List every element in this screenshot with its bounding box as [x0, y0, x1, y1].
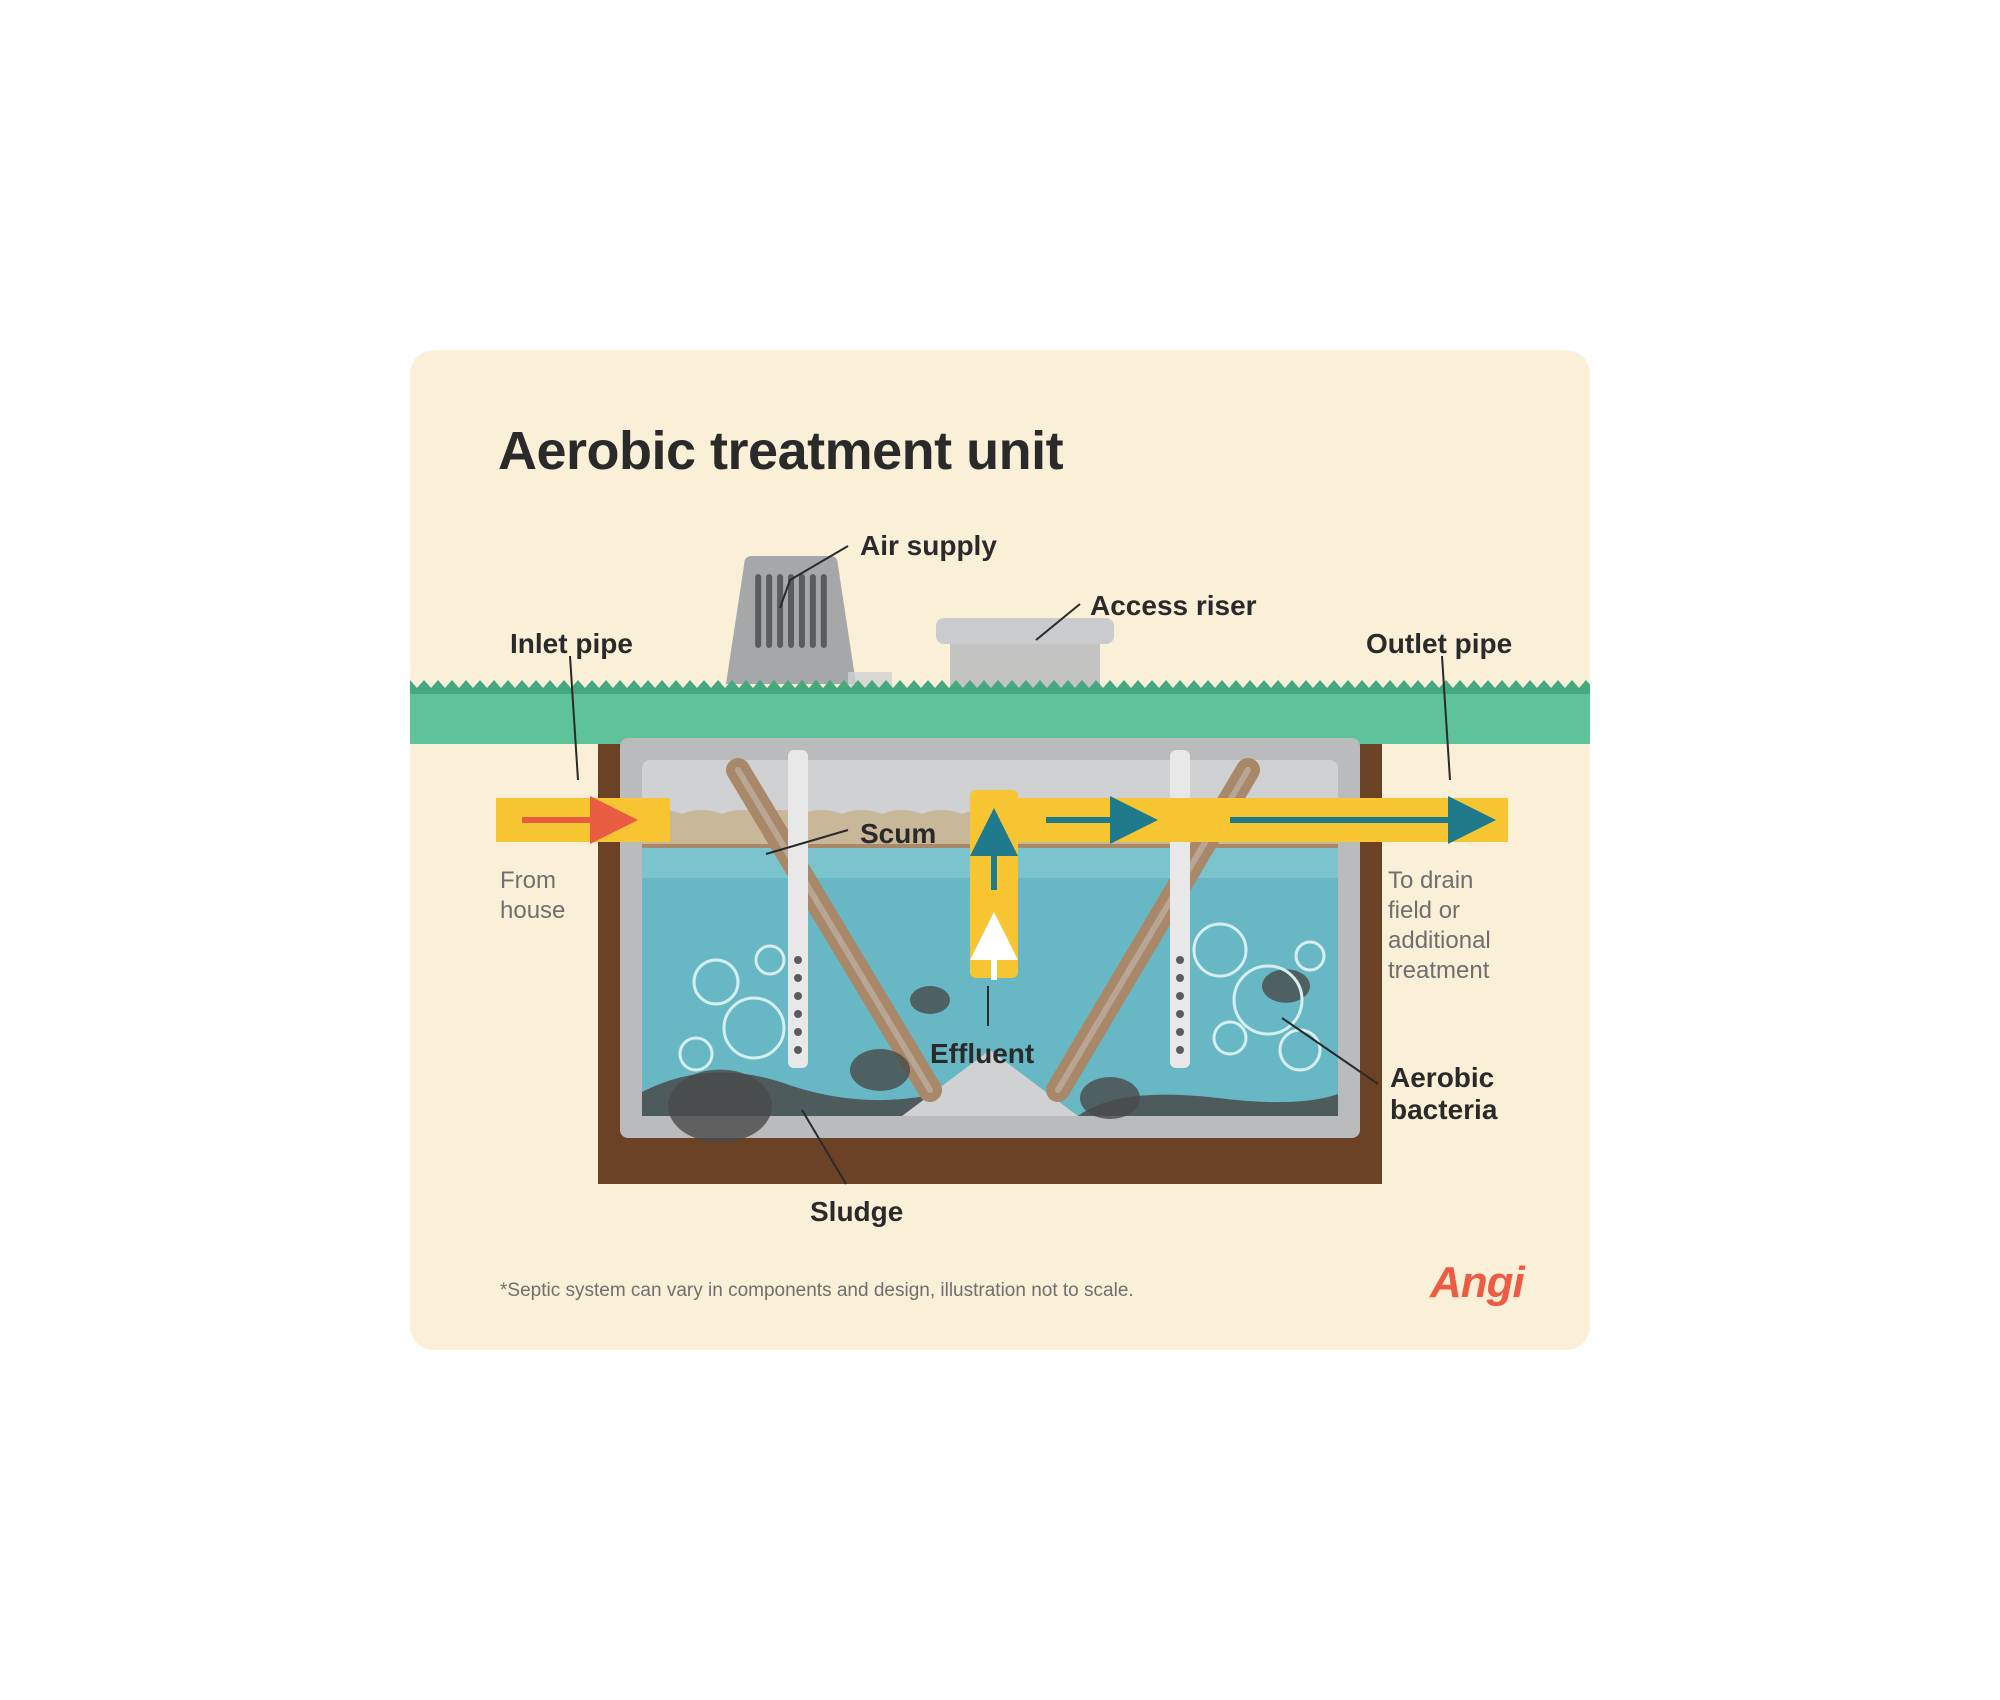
label-sludge: Sludge — [810, 1196, 903, 1228]
sublabel-to-drain: To drainfield oradditionaltreatment — [1388, 866, 1491, 986]
aerator-tube — [788, 750, 808, 1068]
footnote: *Septic system can vary in components an… — [500, 1280, 1134, 1302]
brand-logo: Angi — [1430, 1258, 1524, 1308]
sludge-blob — [910, 986, 950, 1014]
sludge-blob — [850, 1049, 910, 1091]
page-title: Aerobic treatment unit — [498, 420, 1063, 482]
label-scum: Scum — [860, 818, 936, 850]
sludge-blob — [668, 1070, 772, 1143]
aerator-tube — [1170, 750, 1190, 1068]
sublabel-from-house: Fromhouse — [500, 866, 565, 926]
label-effluent: Effluent — [930, 1038, 1034, 1070]
label-access-riser: Access riser — [1090, 590, 1257, 622]
grass — [410, 688, 1590, 744]
label-inlet-pipe: Inlet pipe — [510, 628, 633, 660]
label-outlet-pipe: Outlet pipe — [1366, 628, 1512, 660]
infographic-card: Aerobic treatment unit Air supply Access… — [410, 350, 1590, 1350]
sludge-blob — [1080, 1077, 1140, 1119]
diagram-svg — [410, 350, 1590, 1350]
label-aerobic-bacteria: Aerobicbacteria — [1390, 1062, 1497, 1126]
label-air-supply: Air supply — [860, 530, 997, 562]
